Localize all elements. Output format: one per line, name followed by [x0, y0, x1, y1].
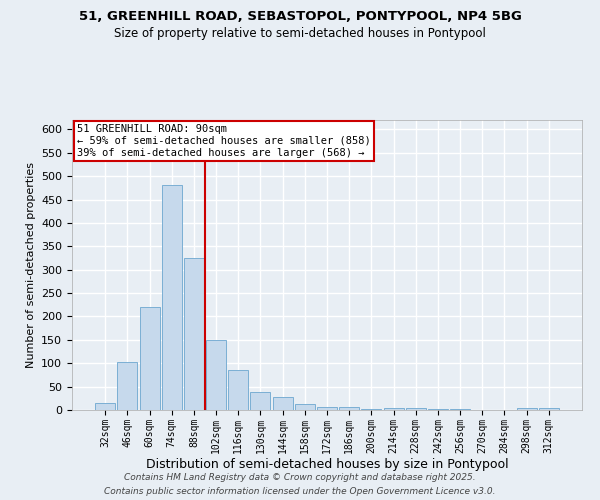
Bar	[517, 408, 536, 410]
Bar	[317, 406, 337, 410]
Bar	[250, 392, 271, 410]
Bar	[206, 340, 226, 410]
Bar	[406, 408, 426, 410]
Bar	[428, 408, 448, 410]
Text: Size of property relative to semi-detached houses in Pontypool: Size of property relative to semi-detach…	[114, 28, 486, 40]
Y-axis label: Number of semi-detached properties: Number of semi-detached properties	[26, 162, 35, 368]
Bar	[539, 408, 559, 410]
Bar	[140, 307, 160, 410]
Bar	[339, 407, 359, 410]
Bar	[383, 408, 404, 410]
Bar	[295, 404, 315, 410]
Bar	[95, 403, 115, 410]
Bar	[272, 398, 293, 410]
Text: Contains HM Land Registry data © Crown copyright and database right 2025.: Contains HM Land Registry data © Crown c…	[124, 472, 476, 482]
Bar	[450, 409, 470, 410]
Bar	[118, 362, 137, 410]
Text: 51 GREENHILL ROAD: 90sqm
← 59% of semi-detached houses are smaller (858)
39% of : 51 GREENHILL ROAD: 90sqm ← 59% of semi-d…	[77, 124, 371, 158]
Bar	[184, 258, 204, 410]
Text: Contains public sector information licensed under the Open Government Licence v3: Contains public sector information licen…	[104, 486, 496, 496]
Bar	[228, 370, 248, 410]
Bar	[361, 409, 382, 410]
X-axis label: Distribution of semi-detached houses by size in Pontypool: Distribution of semi-detached houses by …	[146, 458, 508, 471]
Text: 51, GREENHILL ROAD, SEBASTOPOL, PONTYPOOL, NP4 5BG: 51, GREENHILL ROAD, SEBASTOPOL, PONTYPOO…	[79, 10, 521, 23]
Bar	[162, 186, 182, 410]
